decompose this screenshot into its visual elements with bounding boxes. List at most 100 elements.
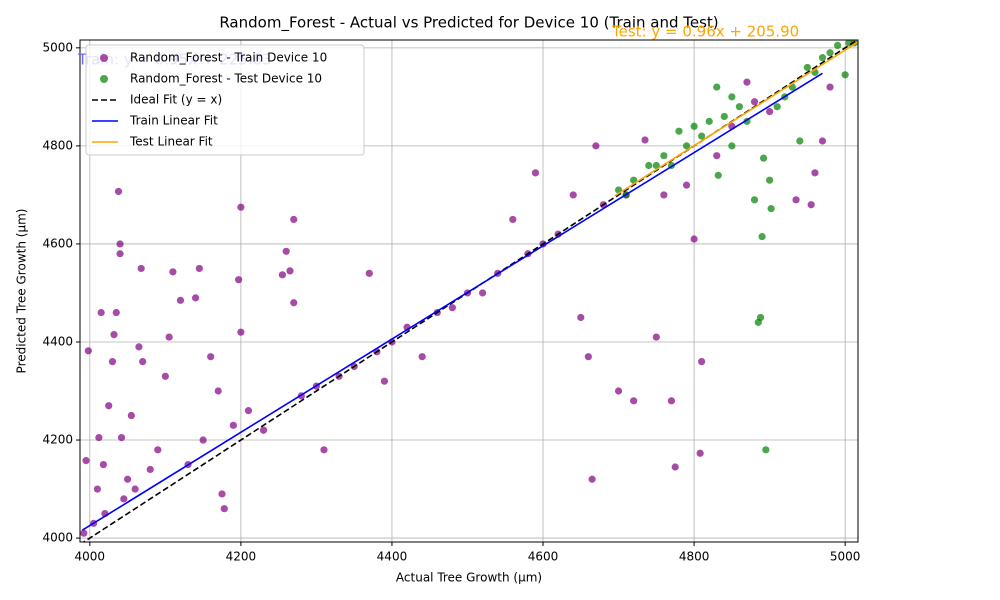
point (218, 490, 226, 498)
point (728, 93, 736, 101)
point (682, 181, 691, 189)
point (811, 169, 819, 177)
x-tick-label: 4200 (226, 550, 257, 564)
point (365, 269, 373, 277)
point (137, 264, 145, 273)
point (645, 161, 653, 170)
legend-label: Ideal Fit (y = x) (130, 93, 222, 107)
point (766, 176, 774, 184)
point (675, 127, 683, 135)
point (792, 196, 800, 204)
point (759, 154, 768, 162)
point (191, 294, 200, 302)
point (509, 215, 517, 224)
point (235, 276, 243, 284)
point (773, 103, 781, 111)
plot-frame (79, 39, 859, 543)
point (803, 63, 811, 72)
point (826, 49, 834, 57)
point (698, 132, 706, 140)
point (114, 187, 123, 196)
point (418, 353, 426, 361)
point (667, 397, 676, 405)
point (834, 41, 842, 49)
point (146, 465, 154, 474)
point (123, 475, 132, 483)
point (278, 271, 287, 279)
point (714, 171, 722, 179)
point (698, 357, 706, 366)
point (767, 205, 775, 213)
y-tick-label: 4800 (42, 138, 73, 152)
chart-title: Random_Forest - Actual vs Predicted for … (219, 14, 718, 33)
point (735, 103, 744, 111)
point (448, 304, 456, 312)
point (286, 267, 294, 275)
point (135, 343, 143, 351)
point (244, 407, 253, 415)
point (229, 421, 237, 429)
point (165, 333, 173, 341)
point (161, 372, 169, 380)
point (841, 71, 849, 79)
point (380, 377, 389, 385)
point (641, 136, 649, 144)
point (220, 505, 228, 513)
point (713, 83, 721, 91)
point (531, 169, 540, 177)
point (117, 433, 126, 442)
point (131, 485, 139, 493)
point (756, 313, 765, 322)
point (80, 529, 88, 537)
point (127, 411, 135, 420)
point (826, 83, 834, 91)
y-tick-label: 5000 (42, 40, 73, 54)
point (290, 215, 298, 224)
point (584, 353, 592, 361)
point (176, 296, 185, 304)
point (796, 137, 804, 145)
point (207, 353, 215, 361)
fit-line (81, 72, 823, 531)
point (120, 495, 128, 503)
point (728, 142, 736, 150)
y-tick-label: 4000 (42, 531, 73, 545)
point (705, 117, 713, 125)
point (105, 402, 113, 410)
point (237, 328, 245, 336)
point (614, 387, 623, 395)
y-tick-label: 4600 (42, 236, 73, 250)
point (682, 142, 691, 150)
point (99, 460, 108, 469)
legend-label: Test Linear Fit (129, 135, 213, 149)
point (237, 203, 245, 211)
point (818, 54, 827, 62)
point (569, 191, 577, 199)
point (766, 107, 774, 116)
point (818, 137, 827, 145)
point (97, 308, 105, 317)
point (259, 426, 268, 434)
point (743, 78, 751, 86)
point (758, 232, 766, 241)
point (652, 161, 660, 170)
y-tick-label: 4400 (42, 334, 73, 348)
point (592, 142, 600, 150)
point (807, 201, 815, 209)
annotation: Test: y = 0.96x + 205.90 (611, 23, 799, 41)
point (110, 331, 118, 339)
point (713, 152, 721, 160)
point (154, 446, 162, 454)
point (116, 240, 124, 248)
y-tick-label: 4200 (42, 433, 73, 447)
point (750, 196, 759, 204)
point (696, 449, 704, 457)
point (478, 289, 487, 297)
point (290, 299, 298, 307)
x-tick-label: 4800 (679, 550, 710, 564)
legend-marker (100, 75, 108, 83)
x-tick-label: 5000 (830, 550, 861, 564)
point (169, 268, 177, 276)
point (282, 247, 290, 255)
